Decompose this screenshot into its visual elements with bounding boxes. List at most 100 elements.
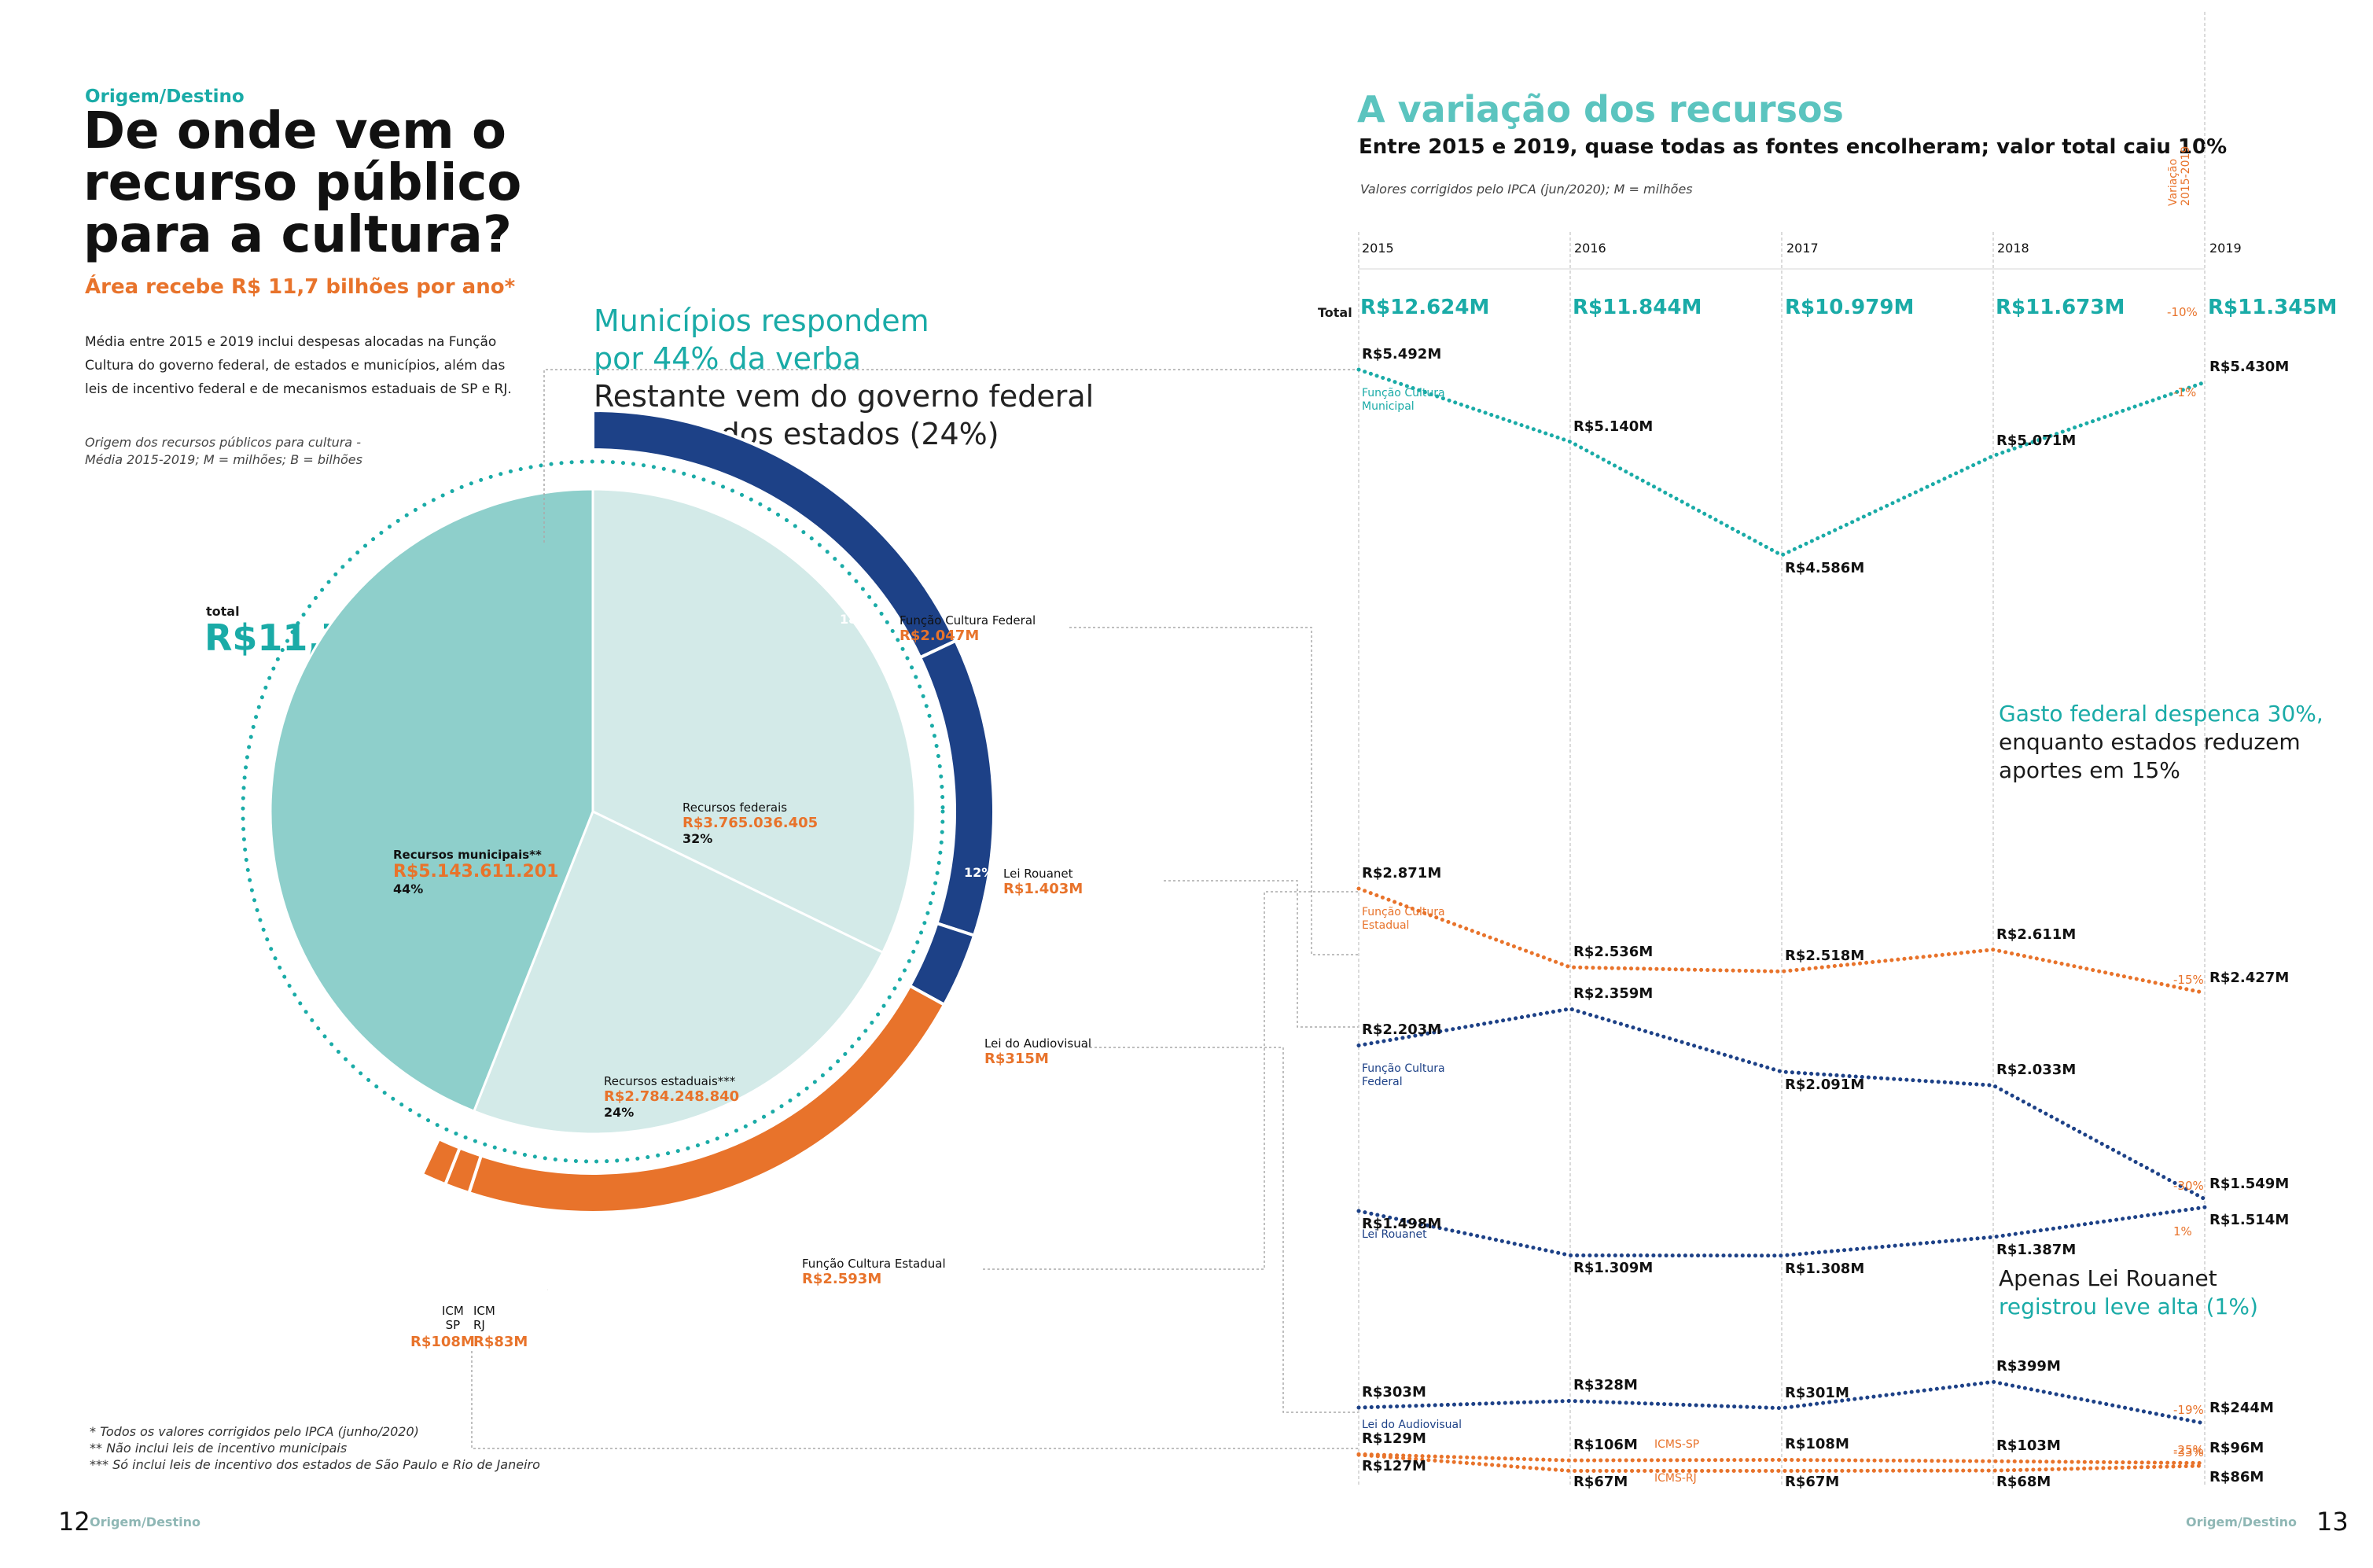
point-value-label: R$328M (1573, 1377, 1638, 1394)
slice-name: Recursos estaduais*** (604, 1074, 736, 1088)
series-line-5 (1356, 1452, 2207, 1466)
point-value-label: R$86M (2209, 1468, 2264, 1485)
point-value-label: R$303M (1362, 1384, 1426, 1401)
point-value-label: R$399M (1996, 1358, 2061, 1375)
right-title: A variação dos recursos (1357, 88, 1844, 131)
annotation-line: registrou leve alta (1%) (1999, 1294, 2258, 1320)
page-section-label: Origem/Destino (2186, 1515, 2297, 1529)
series-name: Municipal (1362, 400, 1415, 413)
year-label: 2017 (1786, 241, 1819, 256)
series-name: Federal (1362, 1076, 1403, 1089)
point-value-label: R$5.430M (2209, 359, 2290, 376)
point-value-label: R$108M (1785, 1436, 1849, 1453)
point-value-label: R$2.091M (1785, 1076, 1865, 1093)
slice-name: Recursos municipais** (393, 848, 542, 862)
point-value-label: R$5.071M (1996, 432, 2077, 449)
ring-percent: 1% (475, 1275, 497, 1290)
point-value-label: R$2.427M (2209, 969, 2290, 986)
slice-value: R$5.143.611.201 (393, 862, 559, 882)
ring-label-audiovisual: Lei do Audiovisual R$315M (984, 1036, 1091, 1067)
total-row-label: Total (1318, 305, 1352, 320)
series-change-label: -15% (2173, 972, 2204, 987)
point-value-label: R$96M (2209, 1439, 2264, 1456)
point-value-label: R$1.498M (1362, 1216, 1442, 1232)
point-value-label: R$1.309M (1573, 1260, 1654, 1277)
chart-caption: Origem dos recursos públicos para cultur… (85, 434, 362, 469)
ring-percent: 3% (947, 1035, 969, 1050)
point-value-label: R$106M (1573, 1437, 1638, 1454)
point-value-label: R$127M (1362, 1458, 1426, 1474)
series-line-2 (1356, 1007, 2207, 1202)
series-line-0 (1356, 367, 2207, 558)
footnotes: * Todos os valores corrigidos pelo IPCA … (90, 1423, 540, 1473)
annotation-line: aportes em 15% (1999, 757, 2180, 783)
point-value-label: R$2.611M (1996, 926, 2077, 943)
series-name: ICMS-RJ (1654, 1472, 1697, 1485)
point-value-label: R$244M (2209, 1400, 2274, 1417)
title-line: para a cultura? (83, 206, 512, 264)
annotation-line: enquanto estados reduzem (1999, 729, 2301, 755)
year-label: 2019 (2209, 241, 2242, 256)
headline-line: Municípios respondem (594, 304, 929, 338)
slice-percent: 44% (393, 882, 424, 896)
ring-label-funcao-estadual: Função Cultura Estadual R$2.593M (802, 1257, 946, 1287)
slice-value: R$2.784.248.840 (604, 1088, 740, 1105)
ring-segment-5 (420, 1136, 462, 1187)
ring-label-icm-rj: ICM RJ (473, 1304, 495, 1332)
connector-funcao-federal (1069, 627, 1359, 955)
point-value-label: R$2.518M (1785, 948, 1865, 965)
caption-line: Média 2015-2019; M = milhões; B = bilhõe… (85, 452, 362, 467)
ring-percent: 18% (840, 612, 870, 627)
slice-percent: 32% (682, 831, 713, 846)
title-line: recurso público (83, 154, 522, 212)
kicker: Origem/Destino (85, 86, 245, 107)
series-name: Função Cultura (1362, 906, 1445, 918)
series-change-label: -19% (2173, 1403, 2204, 1418)
variation-header-line: 2015-2019 (2180, 145, 2192, 206)
page-section-label: Origem/Destino (90, 1515, 201, 1529)
point-value-label: R$2.536M (1573, 944, 1654, 961)
ring-name: ICM (473, 1304, 495, 1318)
point-value-label: R$1.308M (1785, 1260, 1865, 1277)
ring-label-funcao-federal: Função Cultura Federal R$2.047M (900, 613, 1036, 644)
series-name: Lei Rouanet (1362, 1228, 1427, 1241)
variation-header-line: Variação (2167, 158, 2180, 206)
connector-municipal (543, 369, 1359, 543)
point-value-label: R$2.033M (1996, 1062, 2077, 1079)
point-value-label: R$1.387M (1996, 1242, 2077, 1259)
point-value-label: R$68M (1996, 1474, 2051, 1491)
right-subtitle: Entre 2015 e 2019, quase todas as fontes… (1359, 135, 2228, 159)
ring-name: SP (445, 1318, 461, 1332)
series-line-6 (1356, 1452, 2207, 1473)
variation-header: Variação 2015-2019 (2167, 146, 2192, 206)
page-number: 13 (2316, 1507, 2349, 1537)
intro-text: Média entre 2015 e 2019 inclui despesas … (85, 330, 512, 401)
point-value-label: R$129M (1362, 1430, 1426, 1448)
page-title: De onde vem o recurso público para a cul… (83, 105, 521, 261)
ring-value: R$83M (473, 1334, 528, 1350)
total-value: R$11.673M (1996, 296, 2125, 319)
series-line-4 (1356, 1379, 2207, 1426)
ring-value: R$2.047M (900, 628, 980, 644)
connector-rouanet (1164, 880, 1359, 1028)
series-name: ICMS-SP (1654, 1438, 1700, 1452)
ring-label-rouanet: Lei Rouanet R$1.403M (1003, 867, 1083, 897)
total-value: R$12.624M (1360, 296, 1490, 319)
ring-value: R$108M (410, 1334, 475, 1350)
slice-label-federal: Recursos federais R$3.765.036.405 32% (682, 801, 818, 846)
point-value-label: R$2.203M (1362, 1021, 1442, 1039)
point-value-label: R$4.586M (1785, 560, 1865, 576)
pie-slice-federal (591, 488, 917, 955)
point-value-label: R$67M (1573, 1474, 1628, 1491)
series-name: Estadual (1362, 919, 1410, 932)
headline-line: Restante vem do governo federal (594, 379, 1095, 414)
total-value: R$10.979M (1785, 296, 1915, 319)
series-change-label: -25% (2173, 1442, 2204, 1457)
series-change-label: -1% (2173, 385, 2197, 400)
slice-label-estadual: Recursos estaduais*** R$2.784.248.840 24… (604, 1074, 739, 1120)
intro-line: Média entre 2015 e 2019 inclui despesas … (85, 334, 497, 350)
slice-name: Recursos federais (682, 801, 788, 815)
footnote: ** Não inclui leis de incentivo municipa… (90, 1441, 348, 1456)
ring-value: R$2.593M (802, 1271, 882, 1287)
pie-slice-estadual (472, 809, 885, 1136)
